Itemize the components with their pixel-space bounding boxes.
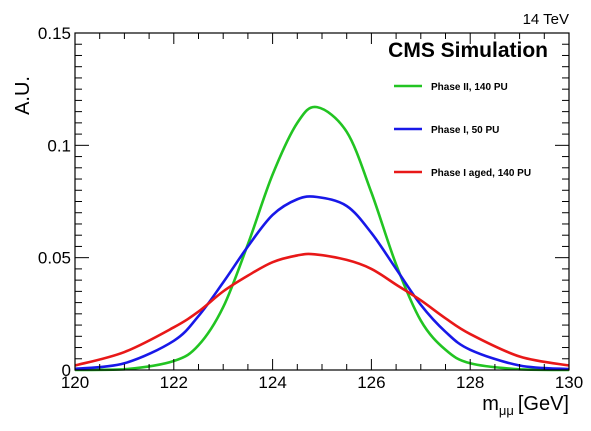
- x-tick-label: 122: [160, 373, 188, 392]
- x-tick-label: 120: [61, 373, 89, 392]
- x-axis-title-main: m: [482, 393, 499, 415]
- x-tick-label: 126: [357, 373, 385, 392]
- x-tick-label: 124: [258, 373, 286, 392]
- legend-item: Phase I aged, 140 PU: [394, 168, 531, 179]
- legend-item: Phase I, 50 PU: [394, 125, 499, 136]
- x-axis-title-unit: [GeV]: [518, 393, 569, 415]
- y-axis-title: A.U.: [12, 76, 34, 115]
- y-tick-label: 0: [62, 361, 71, 380]
- tick-labels: 120 122 124 126 128 130 0 0.05 0.1 0.15: [38, 24, 583, 392]
- legend-label: Phase I aged, 140 PU: [431, 168, 531, 179]
- y-tick-label: 0.15: [38, 24, 71, 43]
- series-line-1: [74, 105, 570, 372]
- experiment-label: CMS Simulation: [388, 39, 548, 62]
- legend-item: Phase II, 140 PU: [394, 82, 508, 93]
- y-tick-label: 0.1: [47, 136, 71, 155]
- x-axis-title-subscript: μμ: [499, 403, 514, 418]
- legend-label: Phase I, 50 PU: [431, 125, 499, 136]
- series-line-3: [74, 252, 570, 367]
- axis-ticks: [74, 32, 570, 371]
- energy-label: 14 TeV: [523, 11, 569, 28]
- legend-label: Phase II, 140 PU: [431, 82, 508, 93]
- x-axis-title: mμμ [GeV]: [482, 393, 569, 418]
- x-tick-label: 130: [555, 373, 583, 392]
- legend: Phase II, 140 PU Phase I, 50 PU Phase I ag…: [394, 82, 531, 179]
- x-tick-label: 128: [456, 373, 484, 392]
- series-line-2: [74, 195, 570, 371]
- y-tick-label: 0.05: [38, 249, 71, 268]
- series-layer: [74, 105, 570, 372]
